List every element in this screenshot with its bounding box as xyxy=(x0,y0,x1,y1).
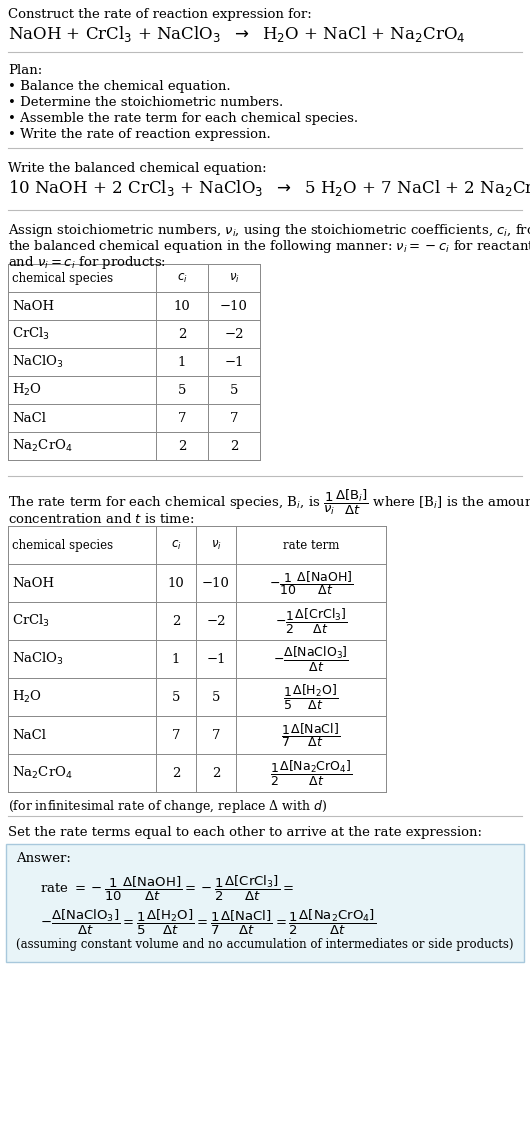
Text: 10: 10 xyxy=(167,577,184,589)
Text: $c_i$: $c_i$ xyxy=(171,538,181,552)
Text: 10: 10 xyxy=(174,299,190,313)
Text: Na$_2$CrO$_4$: Na$_2$CrO$_4$ xyxy=(12,765,73,781)
Text: 2: 2 xyxy=(178,439,186,453)
Text: −1: −1 xyxy=(206,652,226,666)
Text: rate $= -\dfrac{1}{10}\dfrac{\Delta[\mathrm{NaOH}]}{\Delta t} = -\dfrac{1}{2}\df: rate $= -\dfrac{1}{10}\dfrac{\Delta[\mat… xyxy=(40,874,294,904)
Text: (for infinitesimal rate of change, replace Δ with $d$): (for infinitesimal rate of change, repla… xyxy=(8,798,328,815)
Text: $-\dfrac{\Delta[\mathrm{NaClO_3}]}{\Delta t} = \dfrac{1}{5}\dfrac{\Delta[\mathrm: $-\dfrac{\Delta[\mathrm{NaClO_3}]}{\Delt… xyxy=(40,908,376,938)
Text: Answer:: Answer: xyxy=(16,852,71,865)
Text: $c_i$: $c_i$ xyxy=(176,272,188,284)
Text: −2: −2 xyxy=(206,615,226,627)
Text: NaCl: NaCl xyxy=(12,728,46,742)
Text: 5: 5 xyxy=(178,384,186,396)
Text: • Balance the chemical equation.: • Balance the chemical equation. xyxy=(8,80,231,93)
Text: 2: 2 xyxy=(212,767,220,780)
Text: $-\dfrac{1}{10}\dfrac{\Delta[\mathrm{NaOH}]}{\Delta t}$: $-\dfrac{1}{10}\dfrac{\Delta[\mathrm{NaO… xyxy=(269,569,354,597)
Text: 7: 7 xyxy=(212,728,220,742)
Text: • Determine the stoichiometric numbers.: • Determine the stoichiometric numbers. xyxy=(8,96,283,109)
Text: and $\nu_i = c_i$ for products:: and $\nu_i = c_i$ for products: xyxy=(8,254,166,271)
Text: H$_2$O: H$_2$O xyxy=(12,688,42,706)
Text: $-\dfrac{\Delta[\mathrm{NaClO_3}]}{\Delta t}$: $-\dfrac{\Delta[\mathrm{NaClO_3}]}{\Delt… xyxy=(273,644,349,674)
Text: • Assemble the rate term for each chemical species.: • Assemble the rate term for each chemic… xyxy=(8,112,358,125)
Text: 7: 7 xyxy=(172,728,180,742)
Text: NaOH + CrCl$_3$ + NaClO$_3$  $\rightarrow$  H$_2$O + NaCl + Na$_2$CrO$_4$: NaOH + CrCl$_3$ + NaClO$_3$ $\rightarrow… xyxy=(8,24,465,44)
Text: 7: 7 xyxy=(178,412,186,424)
Text: The rate term for each chemical species, B$_i$, is $\dfrac{1}{\nu_i}\dfrac{\Delt: The rate term for each chemical species,… xyxy=(8,488,530,518)
Text: rate term: rate term xyxy=(283,538,339,552)
Text: 5: 5 xyxy=(230,384,238,396)
Text: Na$_2$CrO$_4$: Na$_2$CrO$_4$ xyxy=(12,438,73,454)
Text: CrCl$_3$: CrCl$_3$ xyxy=(12,613,50,629)
Text: $\nu_i$: $\nu_i$ xyxy=(210,538,222,552)
Text: Plan:: Plan: xyxy=(8,64,42,77)
Text: 1: 1 xyxy=(172,652,180,666)
Text: 1: 1 xyxy=(178,355,186,369)
Text: H$_2$O: H$_2$O xyxy=(12,382,42,398)
Text: Set the rate terms equal to each other to arrive at the rate expression:: Set the rate terms equal to each other t… xyxy=(8,826,482,839)
Text: 2: 2 xyxy=(172,767,180,780)
Text: chemical species: chemical species xyxy=(12,538,113,552)
Text: 2: 2 xyxy=(178,328,186,340)
Text: Assign stoichiometric numbers, $\nu_i$, using the stoichiometric coefficients, $: Assign stoichiometric numbers, $\nu_i$, … xyxy=(8,222,530,239)
Text: • Write the rate of reaction expression.: • Write the rate of reaction expression. xyxy=(8,127,271,141)
Text: 10 NaOH + 2 CrCl$_3$ + NaClO$_3$  $\rightarrow$  5 H$_2$O + 7 NaCl + 2 Na$_2$CrO: 10 NaOH + 2 CrCl$_3$ + NaClO$_3$ $\right… xyxy=(8,178,530,198)
Text: Write the balanced chemical equation:: Write the balanced chemical equation: xyxy=(8,162,267,175)
Text: 2: 2 xyxy=(172,615,180,627)
Bar xyxy=(6,844,524,962)
Text: −10: −10 xyxy=(220,299,248,313)
Text: −1: −1 xyxy=(224,355,244,369)
Text: 2: 2 xyxy=(230,439,238,453)
Text: NaClO$_3$: NaClO$_3$ xyxy=(12,354,64,370)
Text: NaCl: NaCl xyxy=(12,412,46,424)
Text: $\dfrac{1}{5}\dfrac{\Delta[\mathrm{H_2O}]}{\Delta t}$: $\dfrac{1}{5}\dfrac{\Delta[\mathrm{H_2O}… xyxy=(284,683,339,711)
Text: 5: 5 xyxy=(172,691,180,703)
Text: $\dfrac{1}{7}\dfrac{\Delta[\mathrm{NaCl}]}{\Delta t}$: $\dfrac{1}{7}\dfrac{\Delta[\mathrm{NaCl}… xyxy=(281,721,340,749)
Text: $\nu_i$: $\nu_i$ xyxy=(228,272,240,284)
Text: CrCl$_3$: CrCl$_3$ xyxy=(12,325,50,343)
Text: 5: 5 xyxy=(212,691,220,703)
Text: −10: −10 xyxy=(202,577,230,589)
Text: concentration and $t$ is time:: concentration and $t$ is time: xyxy=(8,512,195,526)
Text: NaClO$_3$: NaClO$_3$ xyxy=(12,651,64,667)
Text: chemical species: chemical species xyxy=(12,272,113,284)
Text: $-\dfrac{1}{2}\dfrac{\Delta[\mathrm{CrCl_3}]}{\Delta t}$: $-\dfrac{1}{2}\dfrac{\Delta[\mathrm{CrCl… xyxy=(275,607,347,635)
Text: NaOH: NaOH xyxy=(12,577,54,589)
Text: (assuming constant volume and no accumulation of intermediates or side products): (assuming constant volume and no accumul… xyxy=(16,938,514,951)
Text: −2: −2 xyxy=(224,328,244,340)
Text: NaOH: NaOH xyxy=(12,299,54,313)
Text: $\dfrac{1}{2}\dfrac{\Delta[\mathrm{Na_2CrO_4}]}{\Delta t}$: $\dfrac{1}{2}\dfrac{\Delta[\mathrm{Na_2C… xyxy=(270,759,352,787)
Text: the balanced chemical equation in the following manner: $\nu_i = -c_i$ for react: the balanced chemical equation in the fo… xyxy=(8,238,530,255)
Text: 7: 7 xyxy=(229,412,239,424)
Text: Construct the rate of reaction expression for:: Construct the rate of reaction expressio… xyxy=(8,8,312,20)
